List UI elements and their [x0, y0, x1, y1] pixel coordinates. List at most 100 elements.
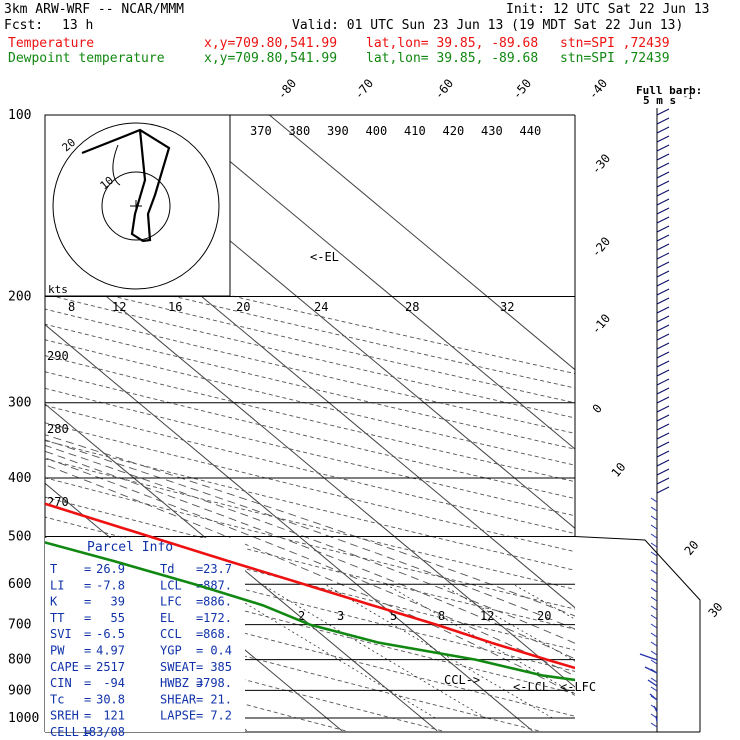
wind-barb	[650, 515, 658, 521]
valid-time: Valid: 01 UTC Sun 23 Jun 13 (19 MDT Sat …	[292, 18, 684, 33]
parcel-info-cell: =	[84, 578, 91, 592]
mixing-ratio-line	[512, 583, 575, 620]
init-time: Init: 12 UTC Sat 22 Jun 13	[506, 2, 710, 17]
wind-barb	[650, 497, 658, 503]
theta-label: 380	[289, 124, 311, 138]
header: 3km ARW-WRF -- NCAR/MMM Init: 12 UTC Sat…	[0, 0, 740, 70]
wind-barb	[650, 560, 658, 566]
parcel-info-cell: LCL	[160, 578, 182, 592]
wind-barb	[656, 297, 670, 305]
forecast-label: Fcst:	[4, 18, 44, 33]
parcel-info-cell: 21.	[210, 692, 232, 706]
pressure-tick-label: 800	[8, 653, 31, 668]
hodograph-speed-label: 8	[68, 300, 75, 314]
isotherm-line	[45, 324, 533, 732]
theta-label: 410	[404, 124, 426, 138]
wind-barb	[656, 171, 670, 179]
wind-barb	[650, 686, 658, 692]
dry-adiabat-line	[45, 279, 575, 404]
hodograph-speed-label: 20	[236, 300, 250, 314]
parcel-info-cell: =	[84, 595, 91, 609]
theta-label: 400	[366, 124, 388, 138]
parcel-info-cell: -6.5	[96, 627, 125, 641]
parcel-info-cell: LAPSE	[160, 709, 196, 723]
wind-barb	[656, 423, 670, 431]
wind-barb	[650, 596, 658, 602]
wind-barb	[656, 459, 670, 467]
isotherm-label: 30	[706, 600, 726, 620]
parcel-info-cell: 183/08	[82, 725, 125, 739]
wind-barb	[656, 315, 670, 323]
parcel-info-cell: =	[196, 627, 203, 641]
temperature-legend-latlon: lat,lon= 39.85, -89.68	[366, 36, 539, 51]
parcel-info-cell: CAPE	[50, 660, 79, 674]
isotherm-label: -50	[510, 76, 535, 102]
parcel-info-cell: LI	[50, 578, 64, 592]
isotherm-label: -40	[586, 76, 611, 102]
wind-barb	[650, 650, 658, 656]
parcel-info-cell: CIN	[50, 676, 72, 690]
wind-barb	[650, 542, 658, 548]
pressure-tick-label: 500	[8, 529, 31, 544]
dewpoint-trace	[45, 541, 575, 682]
wind-barb	[656, 261, 670, 269]
parcel-info-cell: PW	[50, 644, 65, 658]
wind-barb	[656, 243, 670, 251]
wind-barb	[656, 162, 670, 170]
parcel-info-cell: K	[50, 595, 58, 609]
parcel-info-cell: SWEAT	[160, 660, 196, 674]
wind-barb	[656, 333, 670, 341]
wind-barb	[656, 198, 670, 206]
parcel-info-cell: =	[196, 644, 203, 658]
wind-barb	[650, 524, 658, 530]
dry-adiabat-label: 280	[47, 422, 69, 436]
parcel-info-cell: =	[196, 562, 203, 576]
wind-barb	[656, 405, 670, 413]
theta-label: 440	[520, 124, 542, 138]
isotherm-label: 0	[590, 401, 605, 416]
isotherm-label: -80	[275, 76, 300, 102]
temperature-legend-stn: stn=SPI ,72439	[560, 36, 670, 51]
wind-barb	[650, 614, 658, 620]
parcel-info-cell: 26.9	[96, 562, 125, 576]
wind-barb	[656, 450, 670, 458]
lfc-annotation: <-LFC	[560, 680, 596, 694]
dry-adiabat-line	[45, 516, 575, 651]
wind-scale-sup: -1	[683, 92, 693, 101]
parcel-info-cell: SHEAR	[160, 692, 197, 706]
theta-label: 370	[250, 124, 272, 138]
pressure-tick-label: 1000	[8, 711, 39, 726]
hodograph-speed-label: 16	[168, 300, 182, 314]
wind-scale-value: 5 m s	[643, 94, 676, 107]
dewpoint-legend-latlon: lat,lon= 39.85, -89.68	[366, 51, 539, 66]
wind-barb-lower	[639, 653, 658, 661]
parcel-info-cell: Td	[160, 562, 174, 576]
wind-barb	[656, 225, 670, 233]
parcel-info-cell: -94	[103, 676, 125, 690]
model-title: 3km ARW-WRF -- NCAR/MMM	[4, 2, 185, 17]
wind-barb	[656, 279, 670, 287]
isotherm-line	[45, 244, 575, 688]
parcel-info-cell: LFC	[160, 595, 182, 609]
isotherm-label: -60	[432, 76, 457, 102]
wind-barb	[656, 234, 670, 242]
wind-barb-lower	[655, 715, 658, 723]
wind-barb	[656, 153, 670, 161]
el-annotation: <-EL	[310, 250, 339, 264]
wind-barb	[656, 252, 670, 260]
wind-barb	[656, 126, 670, 134]
wind-barb	[656, 288, 670, 296]
parcel-info-cell: =	[196, 709, 203, 723]
hodograph-speed-label: 12	[112, 300, 126, 314]
mixing-ratio-label: 12	[480, 609, 494, 623]
pressure-tick-label: 200	[8, 290, 31, 305]
wind-barb	[656, 432, 670, 440]
parcel-info-cell: =	[84, 692, 91, 706]
parcel-info-cell: SVI	[50, 627, 72, 641]
parcel-info-cell: =	[84, 562, 91, 576]
parcel-info-cell: 39	[111, 595, 125, 609]
parcel-info-cell: CCL	[160, 627, 182, 641]
parcel-info-cell: =	[84, 644, 91, 658]
wind-barb	[656, 360, 670, 368]
